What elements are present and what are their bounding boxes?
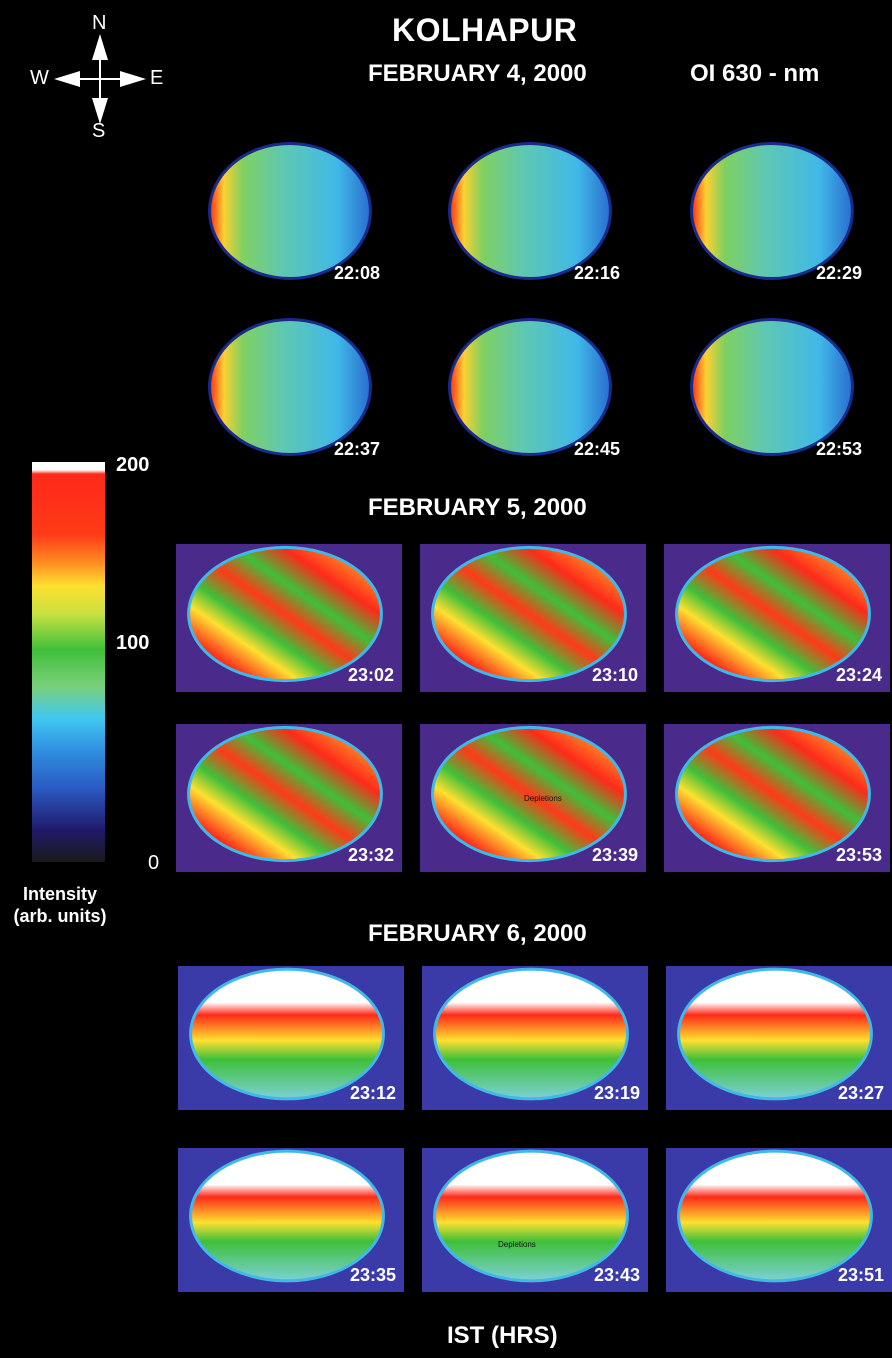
colorbar-tick-200: 200: [116, 454, 150, 476]
image-timestamp: 23:19: [593, 1083, 640, 1103]
figure-title: KOLHAPUR: [392, 12, 578, 48]
colorbar-tick-0: 0: [148, 852, 160, 874]
sky-disk: [451, 321, 609, 453]
airglow-image: 23:10: [420, 544, 646, 692]
image-timestamp: 23:32: [347, 845, 394, 865]
compass-west-label: W: [30, 67, 49, 89]
compass-arrows-icon: [54, 34, 146, 124]
image-timestamp: 23:39: [591, 845, 638, 865]
airglow-image: 23:12: [178, 966, 404, 1110]
panel-date-feb4: FEBRUARY 4, 2000: [368, 60, 587, 87]
image-timestamp: 22:37: [333, 439, 380, 459]
airglow-image: 23:27: [666, 966, 892, 1110]
sky-disk: [693, 145, 851, 277]
airglow-image: 22:53: [682, 316, 870, 466]
sky-disk: [451, 145, 609, 277]
colorbar-label-line1: Intensity: [22, 884, 97, 904]
sky-disk: [190, 548, 380, 680]
depletions-annotation: Depletions: [498, 1240, 536, 1249]
image-timestamp: 23:51: [837, 1265, 884, 1285]
image-timestamp: 22:08: [333, 263, 380, 283]
image-timestamp: 23:12: [349, 1083, 396, 1103]
x-axis-label: IST (HRS): [447, 1322, 558, 1349]
airglow-image: 23:02: [176, 544, 402, 692]
compass-east-label: E: [150, 67, 164, 89]
image-timestamp: 22:29: [815, 263, 862, 283]
sky-disk: [434, 548, 624, 680]
image-timestamp: 23:24: [835, 665, 882, 685]
airglow-image: 23:53: [664, 724, 890, 872]
sky-disk: [678, 548, 868, 680]
sky-disk: [434, 728, 624, 860]
image-timestamp: 23:02: [347, 665, 394, 685]
airglow-image: 23:39 Depletions: [420, 724, 646, 872]
image-timestamp: 22:45: [573, 439, 620, 459]
sky-disk: [211, 321, 369, 453]
colorbar-label-line2: (arb. units): [13, 906, 107, 926]
intensity-colorbar: [32, 462, 105, 862]
compass-south-label: S: [92, 120, 106, 142]
compass-rose: N S E W: [28, 12, 168, 144]
sky-disk: [678, 728, 868, 860]
compass-north-label: N: [92, 12, 107, 34]
sky-disk: [680, 1152, 870, 1280]
image-timestamp: 22:16: [573, 263, 620, 283]
airglow-image: 23:51: [666, 1148, 892, 1292]
airglow-image: 23:32: [176, 724, 402, 872]
airglow-image: 23:35: [178, 1148, 404, 1292]
airglow-image: 22:37: [200, 316, 388, 466]
image-timestamp: 23:35: [349, 1265, 396, 1285]
airglow-image: 22:08: [200, 140, 388, 290]
sky-disk: [693, 321, 851, 453]
image-timestamp: 23:53: [835, 845, 882, 865]
wavelength-label: OI 630 - nm: [690, 60, 820, 87]
sky-disk: [192, 970, 382, 1098]
sky-disk: [436, 970, 626, 1098]
image-timestamp: 23:43: [593, 1265, 640, 1285]
airglow-image: 23:24: [664, 544, 890, 692]
sky-disk: [211, 145, 369, 277]
panel-date-feb5: FEBRUARY 5, 2000: [368, 494, 587, 521]
airglow-image: 22:45: [440, 316, 628, 466]
depletions-annotation: Depletions: [524, 794, 562, 803]
colorbar-tick-100: 100: [116, 632, 150, 654]
sky-disk: [192, 1152, 382, 1280]
airglow-image: 22:16: [440, 140, 628, 290]
panel-date-feb6: FEBRUARY 6, 2000: [368, 920, 587, 947]
image-timestamp: 23:27: [837, 1083, 884, 1103]
image-timestamp: 22:53: [815, 439, 862, 459]
sky-disk: [190, 728, 380, 860]
airglow-image: 23:43 Depletions: [422, 1148, 648, 1292]
image-timestamp: 23:10: [591, 665, 638, 685]
airglow-image: 22:29: [682, 140, 870, 290]
airglow-image: 23:19: [422, 966, 648, 1110]
sky-disk: [436, 1152, 626, 1280]
sky-disk: [680, 970, 870, 1098]
